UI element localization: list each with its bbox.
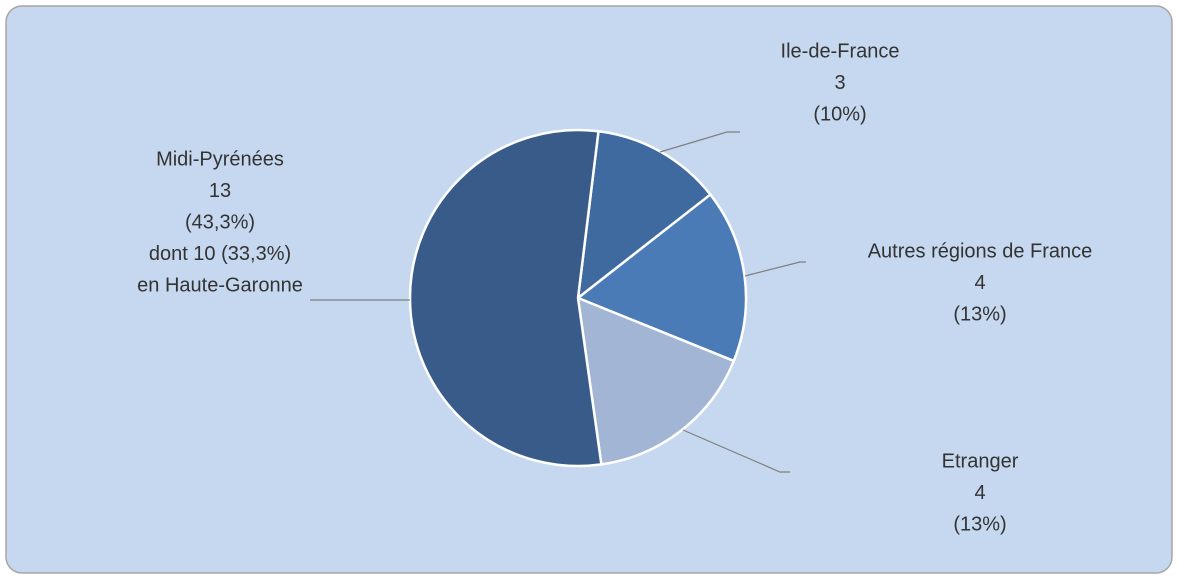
leader-line [659, 131, 740, 153]
leader-line [682, 429, 790, 473]
label-note: dont 10 (33,3%) [149, 243, 291, 265]
label-value: 4 [974, 482, 985, 504]
label-name: Etranger [942, 450, 1019, 472]
leader-line [744, 261, 806, 277]
label-value: 13 [209, 180, 231, 202]
pie-slice [575, 192, 748, 363]
label-name: Midi-Pyrénées [156, 148, 284, 170]
pie-slice [576, 296, 736, 466]
label-note: en Haute-Garonne [137, 274, 303, 296]
label-percent: (10%) [813, 103, 866, 125]
label-name: Autres régions de France [868, 240, 1093, 262]
pie-slice [408, 128, 603, 468]
label-percent: (43,3%) [185, 211, 255, 233]
label-value: 4 [974, 272, 985, 294]
label-value: 3 [834, 72, 845, 94]
label-percent: (13%) [953, 513, 1006, 535]
label-name: Ile-de-France [781, 40, 900, 62]
label-percent: (13%) [953, 303, 1006, 325]
